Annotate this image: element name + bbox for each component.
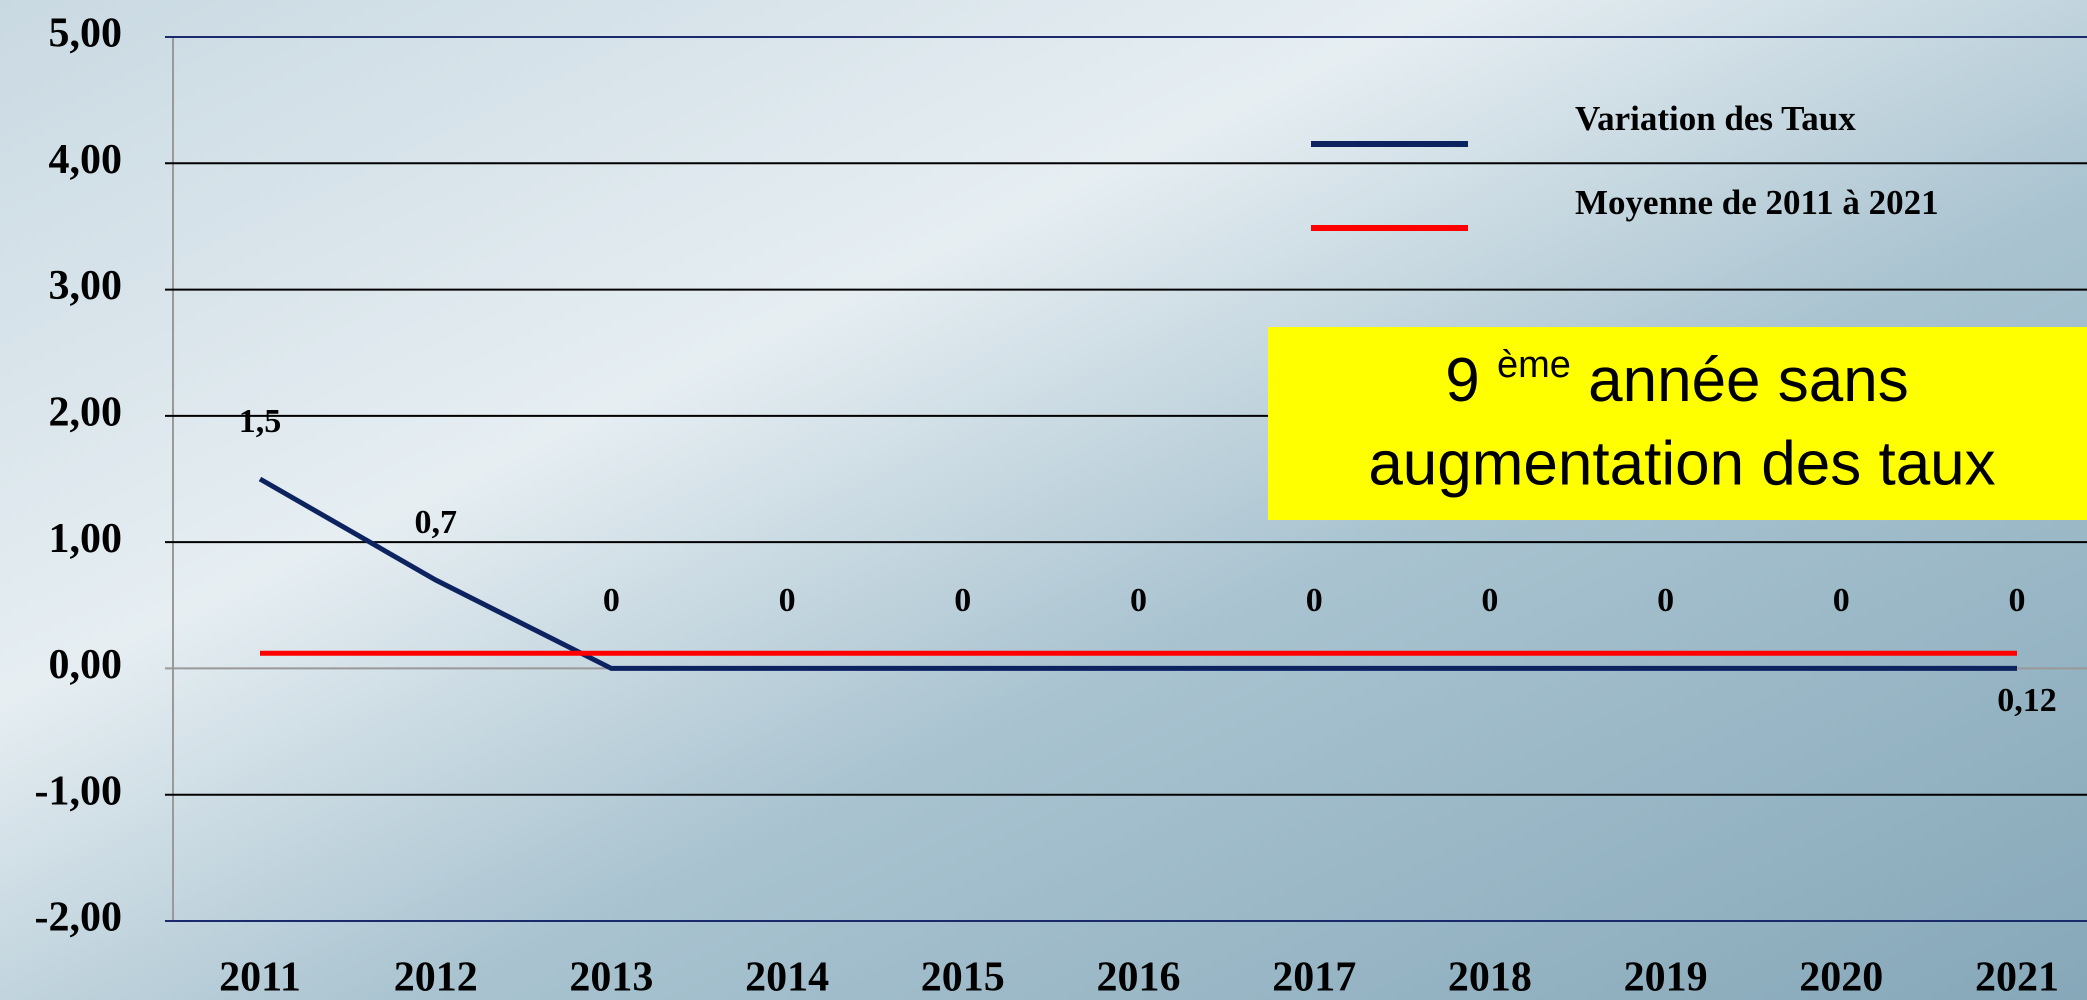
data-label: 0 [1481, 582, 1498, 619]
y-tick-label: 2,00 [49, 389, 123, 435]
legend-label: Moyenne de 2011 à 2021 [1575, 183, 1939, 222]
series-line [258, 476, 2017, 671]
annotation-superscript: ème [1497, 344, 1571, 386]
data-label: 0 [1306, 582, 1323, 619]
legend-label: Variation des Taux [1575, 99, 1856, 138]
data-label: 0 [1833, 582, 1850, 619]
y-tick-label: 0,00 [49, 642, 123, 688]
data-label: 0 [954, 582, 971, 619]
data-label: 1,5 [239, 403, 282, 440]
x-tick-label: 2016 [1097, 955, 1181, 1000]
y-tick-label: -1,00 [35, 768, 123, 814]
data-label: 0 [779, 582, 796, 619]
x-tick-label: 2014 [745, 955, 829, 1000]
x-tick-label: 2018 [1448, 955, 1532, 1000]
data-label: 0,12 [1997, 682, 2057, 719]
data-label: 0,7 [414, 504, 457, 541]
y-tick-label: 1,00 [49, 516, 123, 562]
x-tick-label: 2019 [1624, 955, 1708, 1000]
x-tick-label: 2011 [219, 955, 301, 1000]
x-tick-label: 2021 [1975, 955, 2059, 1000]
data-label: 0 [1130, 582, 1147, 619]
x-tick-label: 2020 [1799, 955, 1883, 1000]
y-tick-label: 5,00 [49, 11, 123, 57]
y-tick-label: 4,00 [49, 137, 123, 183]
data-label: 0 [1657, 582, 1674, 619]
annotation-number: 9 [1445, 346, 1479, 415]
y-tick-label: -2,00 [35, 895, 123, 941]
x-tick-label: 2012 [394, 955, 478, 1000]
annotation-line: 9 ème année sans [1445, 328, 1908, 415]
data-label: 0 [603, 582, 620, 619]
x-tick-label: 2017 [1272, 955, 1356, 1000]
x-tick-label: 2015 [921, 955, 1005, 1000]
annotation-text: augmentation des taux [1368, 429, 1995, 498]
annotation-box [1268, 327, 2087, 520]
data-label: 0 [2009, 582, 2026, 619]
x-tick-label: 2013 [569, 955, 653, 1000]
annotation-text: année sans [1588, 346, 1909, 415]
y-tick-label: 3,00 [49, 263, 123, 309]
